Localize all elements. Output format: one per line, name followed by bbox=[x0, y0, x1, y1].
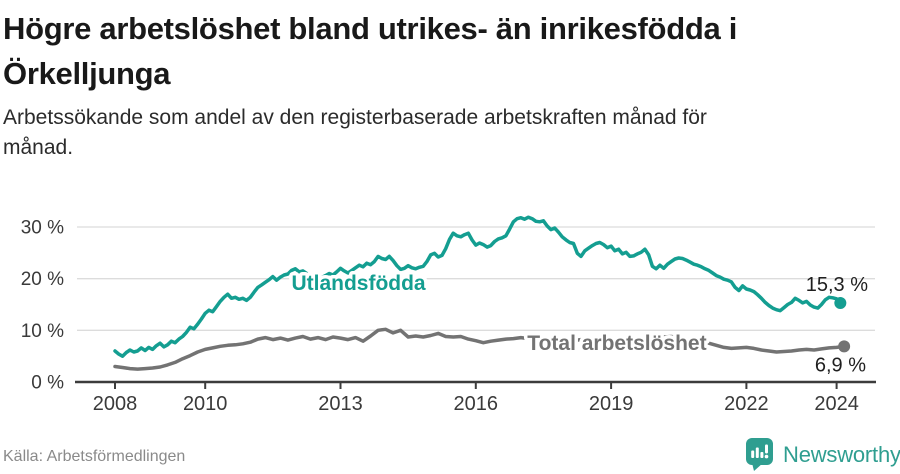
brand-logo: Newsworthy bbox=[744, 437, 900, 472]
x-axis-tick-label: 2010 bbox=[183, 393, 228, 415]
y-axis-tick-label: 0 % bbox=[31, 373, 64, 394]
x-axis-tick-label: 2024 bbox=[814, 393, 859, 415]
subtitle-line-1: Arbetssökande som andel av den registerb… bbox=[3, 106, 707, 129]
x-axis-tick-label: 2016 bbox=[454, 393, 499, 415]
newsworthy-chart-bubble-icon bbox=[746, 438, 773, 471]
source-credit: Källa: Arbetsförmedlingen bbox=[3, 448, 186, 465]
title-line-2: Örkelljunga bbox=[3, 56, 171, 91]
series-line-total bbox=[113, 327, 846, 371]
y-axis-tick-label: 30 % bbox=[21, 217, 64, 238]
title-line-1: Högre arbetslöshet bland utrikes- än inr… bbox=[3, 11, 738, 46]
series-end-value-label: 6,9 % bbox=[815, 354, 866, 376]
series-label-total: Total arbetslöshet bbox=[527, 332, 706, 355]
series-lines-group bbox=[113, 215, 846, 371]
x-axis-group bbox=[75, 380, 876, 389]
series-end-value-label: 15,3 % bbox=[806, 274, 868, 296]
series-line-utlandsfodda bbox=[113, 215, 843, 358]
x-axis-tick-label: 2022 bbox=[724, 393, 769, 415]
x-axis-tick-label: 2008 bbox=[93, 393, 138, 415]
brand-name: Newsworthy bbox=[783, 441, 900, 467]
y-axis-tick-label: 10 % bbox=[21, 321, 64, 342]
series-end-dot bbox=[838, 340, 851, 353]
chart-subtitle: Arbetssökande som andel av den registerb… bbox=[3, 103, 707, 163]
series-label-utlandsfodda: Utlandsfödda bbox=[291, 272, 425, 295]
line-chart-canvas: 0 % 10 % 20 % 30 % 2008 2010 2013 2016 2019 2022 2… bbox=[21, 215, 876, 415]
gridlines-group bbox=[77, 226, 875, 331]
y-axis-tick-label: 20 % bbox=[21, 269, 64, 290]
series-end-dot bbox=[834, 296, 847, 309]
subtitle-line-2: månad. bbox=[3, 136, 74, 159]
page-title: Högre arbetslöshet bland utrikes- än inr… bbox=[3, 6, 737, 96]
x-axis-tick-label: 2013 bbox=[318, 393, 363, 415]
x-axis-tick-label: 2019 bbox=[589, 393, 634, 415]
labels-group: 0 % 10 % 20 % 30 % 2008 2010 2013 2016 2019 2022 2… bbox=[21, 217, 869, 415]
